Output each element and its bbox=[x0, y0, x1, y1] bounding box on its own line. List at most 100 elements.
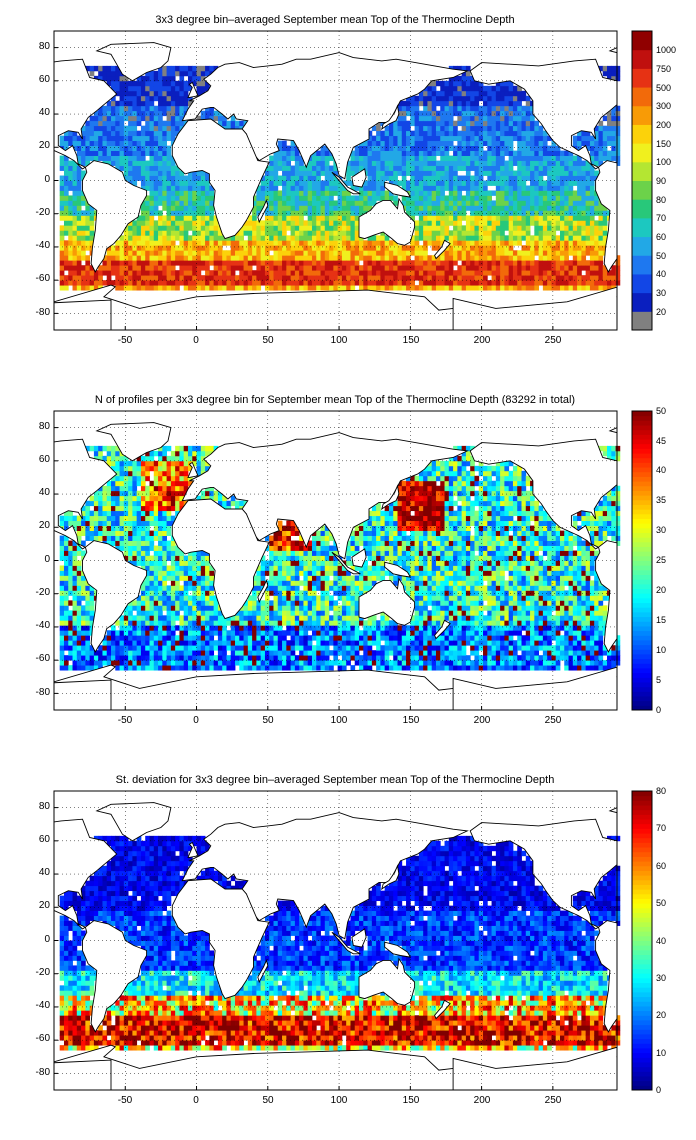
data-cell bbox=[444, 90, 450, 97]
data-cell bbox=[170, 265, 176, 271]
data-cell bbox=[119, 470, 125, 477]
data-cell bbox=[491, 200, 497, 206]
data-cell bbox=[123, 510, 129, 517]
data-cell bbox=[431, 180, 437, 186]
data-cell bbox=[465, 150, 471, 156]
data-cell bbox=[149, 90, 155, 97]
data-cell bbox=[132, 80, 138, 87]
data-cell bbox=[76, 195, 82, 201]
data-cell bbox=[487, 90, 492, 97]
data-cell bbox=[435, 95, 441, 102]
data-cell bbox=[483, 180, 488, 186]
data-cell bbox=[170, 495, 176, 502]
data-cell bbox=[517, 235, 522, 241]
data-cell bbox=[85, 220, 91, 226]
data-cell bbox=[145, 175, 150, 181]
data-cell bbox=[410, 145, 416, 151]
data-cell bbox=[337, 255, 343, 261]
data-cell bbox=[128, 500, 133, 507]
data-cell bbox=[115, 485, 120, 492]
data-cell bbox=[149, 175, 155, 181]
land-polygon bbox=[358, 197, 416, 246]
data-cell bbox=[453, 105, 458, 112]
data-cell bbox=[470, 135, 475, 142]
data-cell bbox=[311, 165, 317, 171]
data-cell bbox=[72, 660, 78, 666]
data-cell bbox=[205, 65, 210, 72]
data-cell bbox=[393, 130, 398, 137]
data-cell bbox=[277, 250, 283, 256]
data-cell bbox=[158, 485, 163, 492]
data-cell bbox=[542, 195, 548, 201]
data-cell bbox=[487, 95, 492, 102]
data-cell bbox=[354, 245, 360, 251]
data-cell bbox=[572, 275, 578, 281]
data-cell bbox=[140, 145, 146, 151]
data-cell bbox=[256, 200, 262, 206]
data-cell bbox=[568, 265, 574, 271]
data-cell bbox=[260, 230, 266, 236]
data-cell bbox=[418, 125, 424, 132]
data-cell bbox=[465, 265, 471, 271]
data-cell bbox=[76, 560, 82, 566]
data-cell bbox=[333, 170, 339, 176]
data-cell bbox=[247, 270, 253, 276]
data-cell bbox=[128, 275, 133, 281]
data-cell bbox=[401, 260, 407, 266]
data-cell bbox=[512, 95, 518, 102]
data-cell bbox=[474, 240, 480, 246]
data-cell bbox=[478, 195, 484, 201]
data-cell bbox=[423, 240, 428, 246]
data-cell bbox=[111, 115, 116, 122]
data-cell bbox=[478, 135, 484, 142]
data-cell bbox=[418, 200, 424, 206]
data-cell bbox=[119, 265, 125, 271]
data-cell bbox=[162, 565, 167, 571]
data-cell bbox=[457, 270, 463, 276]
data-cell bbox=[175, 545, 180, 551]
data-cell bbox=[72, 525, 78, 531]
data-cell bbox=[128, 515, 133, 522]
data-cell bbox=[63, 525, 69, 531]
data-cell bbox=[200, 260, 206, 266]
data-cell bbox=[538, 195, 544, 201]
data-cell bbox=[406, 95, 411, 102]
data-cell bbox=[68, 205, 73, 211]
data-cell bbox=[200, 200, 206, 206]
data-cell bbox=[158, 600, 163, 606]
data-cell bbox=[85, 265, 91, 271]
colorbar-mean: 20 30 40 50 60 70 80 90 100 150 200 300 … bbox=[631, 30, 676, 331]
data-cell bbox=[264, 210, 270, 216]
data-cell bbox=[93, 455, 99, 462]
data-cell bbox=[508, 235, 514, 241]
data-cell bbox=[153, 180, 159, 186]
data-cell bbox=[153, 265, 159, 271]
data-cell bbox=[470, 200, 475, 206]
data-cell bbox=[607, 155, 612, 161]
data-cell bbox=[140, 655, 146, 661]
data-cell bbox=[158, 170, 163, 176]
data-cell bbox=[572, 230, 578, 236]
data-cell bbox=[581, 200, 587, 206]
data-cell bbox=[89, 235, 95, 241]
data-cell bbox=[615, 125, 621, 132]
data-cell bbox=[534, 210, 540, 216]
data-cell bbox=[303, 190, 309, 196]
data-cell bbox=[465, 135, 471, 142]
data-cell bbox=[329, 225, 334, 231]
data-cell bbox=[495, 220, 501, 226]
data-cell bbox=[311, 275, 317, 281]
data-cell bbox=[320, 250, 326, 256]
data-cell bbox=[247, 280, 253, 286]
data-cell bbox=[564, 265, 569, 271]
data-cell bbox=[585, 215, 591, 221]
data-cell bbox=[585, 260, 591, 266]
data-cell bbox=[393, 120, 398, 127]
data-cell bbox=[93, 65, 99, 72]
data-cell bbox=[376, 195, 381, 201]
data-cell bbox=[136, 525, 142, 531]
data-cell bbox=[136, 215, 142, 221]
data-cell bbox=[106, 480, 112, 487]
data-cell bbox=[465, 120, 471, 127]
data-cell bbox=[170, 215, 176, 221]
